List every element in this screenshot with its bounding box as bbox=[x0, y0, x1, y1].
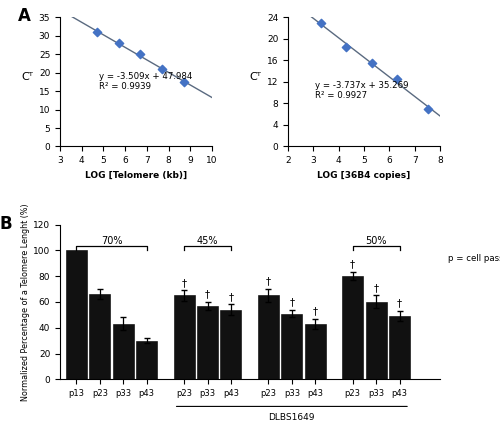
Bar bbox=[174, 296, 195, 379]
Point bbox=[93, 29, 101, 36]
Point bbox=[158, 65, 166, 72]
Text: A: A bbox=[18, 7, 30, 25]
Bar bbox=[389, 316, 410, 379]
Text: †: † bbox=[374, 283, 378, 293]
Text: †: † bbox=[290, 297, 294, 307]
Text: y = -3.737x + 35.269
R² = 0.9927: y = -3.737x + 35.269 R² = 0.9927 bbox=[314, 81, 408, 100]
Text: y = -3.509x + 47.984
R² = 0.9939: y = -3.509x + 47.984 R² = 0.9939 bbox=[99, 72, 192, 91]
Bar bbox=[258, 296, 279, 379]
Bar bbox=[197, 306, 218, 379]
Point bbox=[342, 44, 350, 51]
Text: †: † bbox=[205, 290, 210, 300]
Bar bbox=[342, 276, 363, 379]
Bar bbox=[136, 341, 157, 379]
Text: 70%: 70% bbox=[101, 236, 122, 246]
Text: DLBS1649: DLBS1649 bbox=[268, 412, 315, 422]
Bar bbox=[282, 313, 302, 379]
Point bbox=[368, 60, 376, 67]
Bar bbox=[90, 294, 110, 379]
Y-axis label: Cᵀ: Cᵀ bbox=[22, 72, 34, 82]
X-axis label: LOG [Telomere (kb)]: LOG [Telomere (kb)] bbox=[85, 171, 187, 180]
Point bbox=[136, 51, 144, 58]
Point bbox=[180, 78, 188, 85]
Y-axis label: Cᵀ: Cᵀ bbox=[250, 72, 262, 82]
Text: 50%: 50% bbox=[366, 236, 387, 246]
Bar bbox=[304, 324, 326, 379]
Point bbox=[393, 76, 401, 83]
Point bbox=[317, 19, 325, 26]
Text: p = cell passage: p = cell passage bbox=[448, 254, 500, 263]
Bar bbox=[220, 310, 242, 379]
Bar bbox=[366, 302, 386, 379]
Text: 45%: 45% bbox=[197, 236, 218, 246]
Point bbox=[424, 106, 432, 112]
Text: †: † bbox=[350, 260, 356, 269]
Text: †: † bbox=[228, 292, 234, 302]
Text: †: † bbox=[397, 298, 402, 308]
X-axis label: LOG [36B4 copies]: LOG [36B4 copies] bbox=[318, 171, 410, 180]
Bar bbox=[66, 250, 87, 379]
Text: †: † bbox=[312, 306, 318, 316]
Text: †: † bbox=[266, 276, 271, 286]
Text: B: B bbox=[0, 215, 12, 233]
Point bbox=[114, 40, 122, 47]
Text: †: † bbox=[182, 278, 186, 288]
Y-axis label: Normalized Percentage of a Telomere Lenght (%): Normalized Percentage of a Telomere Leng… bbox=[21, 203, 30, 401]
Bar bbox=[113, 324, 134, 379]
